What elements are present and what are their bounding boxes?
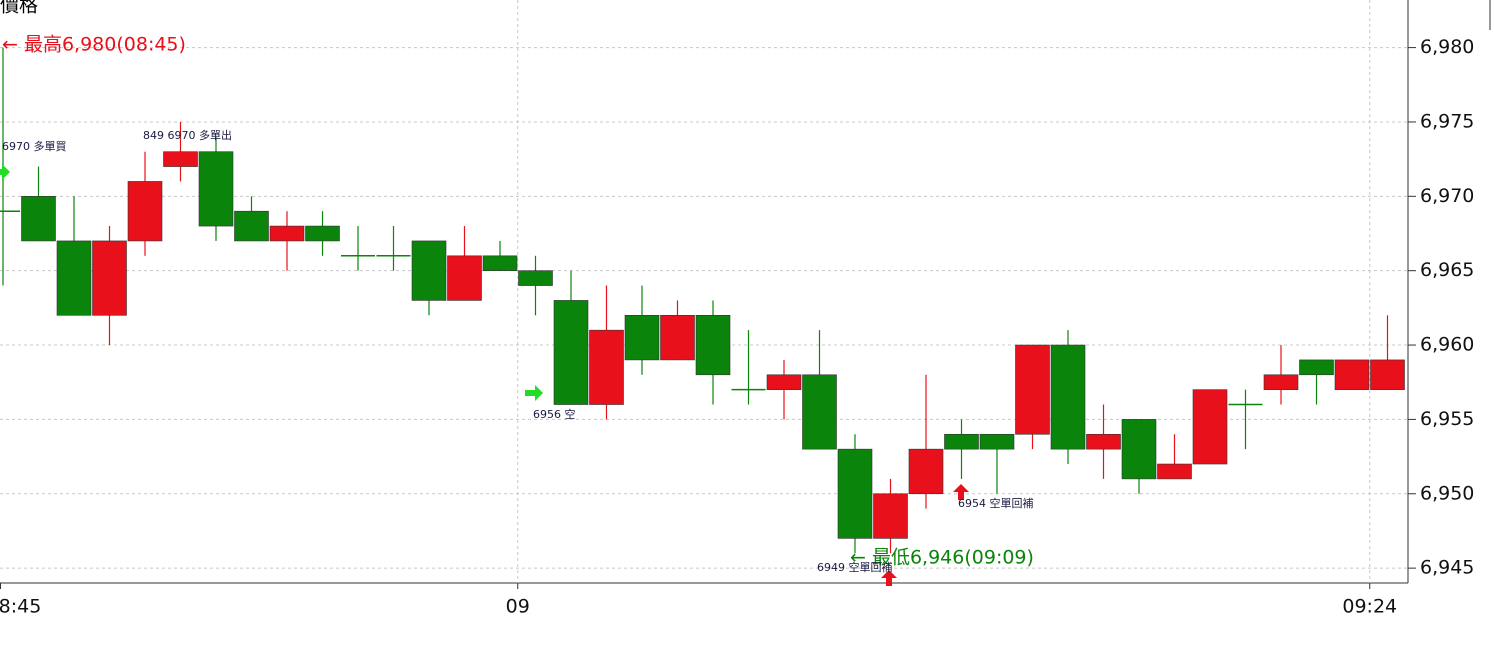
candle-body <box>908 448 944 495</box>
candle-body <box>163 151 198 167</box>
candle-body <box>766 374 802 390</box>
candle-body <box>305 225 340 242</box>
candle-body <box>660 314 695 361</box>
candle-body <box>1299 359 1334 376</box>
candle-body <box>127 181 163 242</box>
candle-body <box>56 240 92 316</box>
y-tick-label: 6,950 <box>1420 482 1474 504</box>
trade-arrow <box>953 484 969 500</box>
candle-body <box>198 151 234 227</box>
y-tick-label: 6,955 <box>1420 408 1474 430</box>
y-tick-label: 6,975 <box>1420 110 1474 132</box>
candle-body <box>1192 389 1228 465</box>
candle-body <box>482 255 518 271</box>
y-tick-label: 6,945 <box>1420 557 1474 579</box>
candle-body <box>518 270 553 286</box>
y-tick-label: 6,965 <box>1420 259 1474 281</box>
candle-body <box>624 314 660 361</box>
candle-body <box>92 240 127 316</box>
candle-body <box>411 240 447 301</box>
candle-body <box>21 196 56 242</box>
candle-body <box>447 255 482 301</box>
y-tick-label: 6,980 <box>1420 36 1474 58</box>
candle-body <box>553 300 589 405</box>
annotation: 6949 空單回補 <box>817 560 893 574</box>
y-axis-title: 價格 <box>0 0 38 17</box>
candle-body <box>1050 344 1086 450</box>
x-tick-label: 09:24 <box>1342 596 1397 618</box>
candle-body <box>589 329 624 405</box>
candle-body <box>234 210 269 242</box>
annotation: 849 6970 多單出 <box>143 128 232 142</box>
candle-body <box>1334 359 1370 390</box>
annotation: 6954 空單回補 <box>958 496 1034 510</box>
candle-body <box>1263 374 1299 390</box>
candle-body <box>873 493 908 539</box>
candle-body <box>837 448 873 539</box>
trade-arrow <box>881 570 897 586</box>
trade-arrow <box>0 164 10 180</box>
annotation: 6970 多單買 <box>2 139 67 153</box>
trade-arrow <box>525 385 543 401</box>
candle-body <box>1015 344 1050 435</box>
candle-body <box>269 225 305 242</box>
x-tick-label: 8:45 <box>0 596 41 618</box>
candle-body <box>1086 433 1121 450</box>
x-tick-label: 09 <box>506 596 530 618</box>
y-tick-label: 6,960 <box>1420 334 1474 356</box>
candle-body <box>979 433 1015 450</box>
annotation: ← 最低6,946(09:09) <box>850 547 1034 569</box>
y-tick-label: 6,970 <box>1420 185 1474 207</box>
candle-body <box>944 433 979 450</box>
annotation: 6956 空 <box>533 407 576 421</box>
candle-body <box>802 374 837 450</box>
candle-body <box>1157 463 1192 480</box>
candle-body <box>695 314 731 376</box>
candle-body <box>1121 419 1157 480</box>
candle-body <box>1370 359 1405 390</box>
annotation: ← 最高6,980(08:45) <box>2 34 186 56</box>
